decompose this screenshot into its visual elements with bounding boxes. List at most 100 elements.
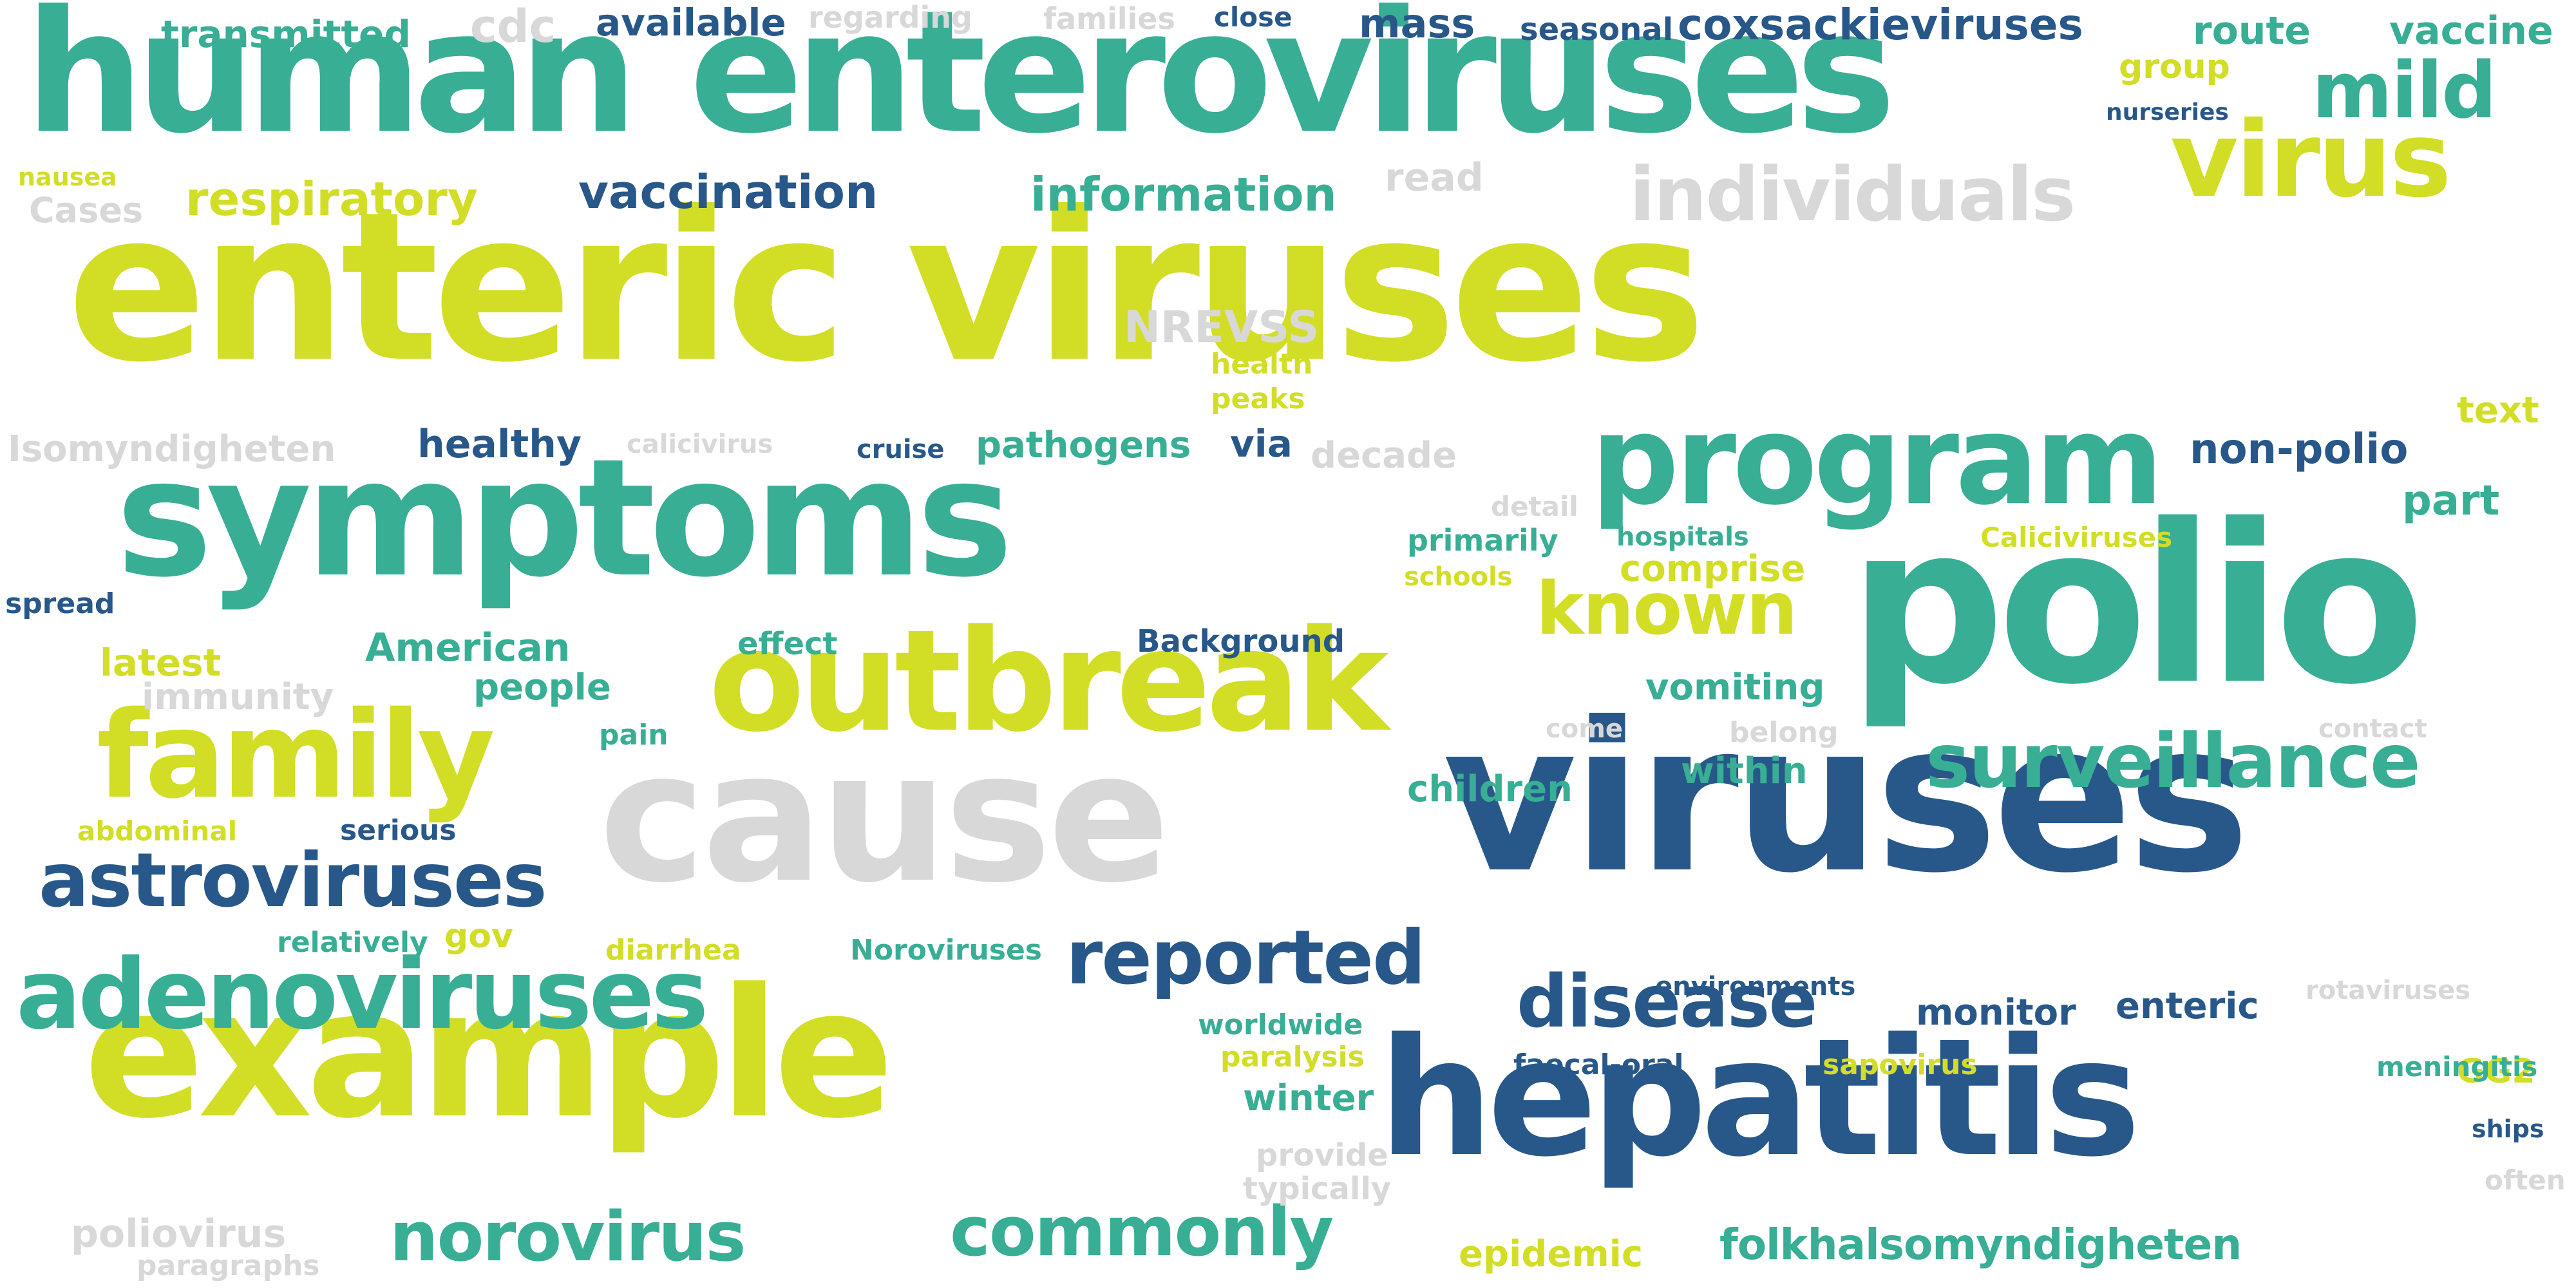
cloud-word: hospitals [1616, 522, 1749, 552]
cloud-word: sapovirus [1823, 1048, 1978, 1081]
cloud-word: epidemic [1459, 1233, 1643, 1275]
cloud-word: meningitis [2376, 1051, 2538, 1083]
cloud-word: within [1681, 750, 1808, 792]
cloud-word: cdc [470, 0, 556, 53]
cloud-word: American [365, 625, 571, 670]
cloud-word: non-polio [2190, 426, 2409, 473]
cloud-word: provide [1256, 1137, 1388, 1173]
cloud-word: decade [1311, 435, 1457, 477]
cloud-word: mass [1359, 0, 1475, 47]
cloud-word: spread [5, 587, 115, 620]
cloud-word: part [2402, 477, 2500, 525]
cloud-word: program [1591, 389, 2164, 533]
cloud-word: vomiting [1645, 667, 1825, 708]
cloud-word: monitor [1916, 992, 2076, 1034]
cloud-word: serious [340, 814, 457, 847]
cloud-word: diarrhea [605, 934, 741, 967]
cloud-word: pain [599, 719, 668, 752]
cloud-word: environments [1655, 972, 1856, 1001]
cloud-word: cruise [857, 435, 945, 464]
cloud-word: relatively [277, 926, 428, 959]
cloud-word: adenoviruses [16, 939, 708, 1051]
cloud-word: available [596, 1, 786, 44]
cloud-word: route [2193, 8, 2311, 53]
cloud-word: outbreak [708, 600, 1389, 763]
cloud-word: regarding [808, 0, 972, 35]
cloud-word: health [1211, 348, 1313, 381]
cloud-word: close [1214, 1, 1293, 33]
cloud-word: Caliciviruses [1980, 522, 2173, 553]
cloud-word: group [2119, 48, 2230, 86]
cloud-word: paragraphs [137, 1249, 320, 1282]
cloud-word: enteroviruses [689, 0, 1896, 171]
cloud-word: information [1030, 167, 1337, 222]
cloud-word: primarily [1407, 523, 1558, 558]
cloud-word: transmitted [161, 12, 411, 56]
cloud-word: detail [1491, 491, 1578, 522]
cloud-word: cause [599, 713, 1170, 923]
cloud-word: hepatitis [1378, 1004, 2141, 1193]
cloud-word: peaks [1211, 383, 1305, 415]
cloud-word: pathogens [976, 424, 1191, 466]
cloud-word: nausea [18, 163, 117, 191]
cloud-word: healthy [417, 422, 582, 467]
cloud-word: children [1407, 768, 1573, 810]
cloud-word: paralysis [1220, 1041, 1365, 1074]
cloud-word: symptoms [116, 424, 1013, 613]
cloud-word: immunity [142, 676, 334, 718]
cloud-word: reported [1066, 914, 1426, 1001]
cloud-word: poliovirus [71, 1211, 287, 1256]
cloud-word: virus [2170, 100, 2452, 221]
cloud-word: come [1546, 714, 1623, 744]
cloud-word: individuals [1629, 151, 2076, 238]
cloud-word: worldwide [1198, 1009, 1363, 1041]
cloud-word: vaccine [2389, 8, 2553, 53]
cloud-word: abdominal [77, 815, 238, 847]
cloud-word: commonly [950, 1192, 1334, 1271]
cloud-word: schools [1404, 562, 1513, 592]
cloud-word: Background [1137, 623, 1345, 659]
cloud-word: comprise [1620, 548, 1806, 590]
cloud-word: often [2485, 1164, 2566, 1196]
cloud-word: mild [2312, 46, 2497, 136]
cloud-word: Cases [29, 190, 143, 231]
cloud-word: example [84, 951, 894, 1158]
cloud-word: enteric viruses [67, 168, 1706, 408]
cloud-word: typically [1243, 1171, 1392, 1207]
cloud-word: text [2457, 390, 2539, 431]
cloud-word: contact [2318, 714, 2427, 744]
cloud-word: GG2 [2457, 1052, 2535, 1091]
cloud-word: human [24, 0, 638, 171]
cloud-word: surveillance [1926, 718, 2421, 805]
cloud-word: seasonal [1520, 12, 1674, 48]
cloud-word: astroviruses [39, 837, 547, 924]
cloud-word: ships [2472, 1115, 2544, 1143]
cloud-word: disease [1517, 960, 1817, 1044]
cloud-word: rotaviruses [2306, 976, 2471, 1005]
cloud-word: viruses [1443, 679, 2250, 918]
cloud-word: polio [1848, 478, 2425, 733]
cloud-word: effect [737, 626, 838, 662]
cloud-word: family [97, 685, 495, 825]
cloud-word: people [473, 667, 611, 708]
cloud-word: belong [1729, 716, 1839, 749]
cloud-word: calicivirus [627, 430, 773, 459]
cloud-word: families [1043, 1, 1175, 36]
cloud-word: read [1385, 155, 1484, 200]
cloud-word: vaccination [578, 165, 878, 219]
cloud-word: via [1230, 422, 1293, 466]
cloud-word: known [1536, 567, 1797, 651]
cloud-word: norovirus [390, 1197, 746, 1276]
cloud-word: folkhalsomyndigheten [1719, 1220, 2242, 1269]
cloud-word: respiratory [185, 172, 478, 226]
cloud-word: enteric [2116, 985, 2259, 1027]
cloud-word: coxsackieviruses [1678, 0, 2083, 50]
cloud-word: NREVSS [1124, 302, 1320, 353]
cloud-word: Isomyndigheten [8, 428, 336, 470]
cloud-word: winter [1243, 1077, 1374, 1119]
cloud-word: Noroviruses [850, 934, 1042, 967]
cloud-word: nurseries [2106, 99, 2229, 126]
cloud-word: faecal-oral [1513, 1048, 1684, 1081]
cloud-word: latest [100, 641, 222, 685]
